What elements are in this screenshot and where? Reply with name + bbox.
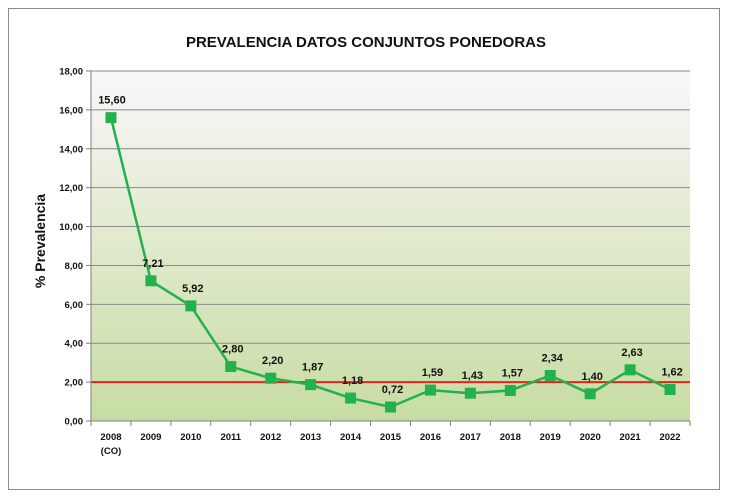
data-labels: 15,60 7,21 5,92 2,80 2,20 1,87 1,18 0,72 1,59 1,4… [98, 95, 683, 396]
data-point [504, 384, 516, 396]
data-point [225, 361, 237, 373]
x-tick-label: 2016 [420, 432, 441, 443]
data-label: 1,59 [422, 367, 443, 379]
data-label: 2,80 [222, 344, 243, 356]
data-label: 0,72 [382, 384, 403, 396]
x-tick-label: 2017 [460, 432, 481, 443]
data-point [265, 372, 277, 384]
data-label: 2,20 [262, 355, 283, 367]
data-point [145, 275, 157, 287]
data-point [345, 392, 357, 404]
y-tick-label: 8,00 [65, 261, 84, 272]
x-tick-label: 2015 [380, 432, 402, 443]
x-tick-label: 2020 [580, 432, 601, 443]
x-tick-label: 2009 [140, 432, 161, 443]
x-tick-label: 2011 [220, 432, 241, 443]
x-axis-ticks: 2008 (CO) 2009 2010 2011 2012 2013 2014 2015 2016… [90, 421, 691, 457]
chart-frame: PREVALENCIA DATOS CONJUNTOS PONEDORAS % … [8, 8, 720, 490]
y-tick-label: 0,00 [65, 417, 84, 428]
data-label: 7,21 [142, 258, 163, 270]
y-tick-label: 14,00 [59, 144, 83, 155]
y-tick-label: 2,00 [65, 378, 84, 389]
x-tick-label: 2022 [659, 432, 680, 443]
data-point [185, 300, 197, 312]
data-point [664, 384, 676, 395]
x-tick-label: 2021 [620, 432, 642, 443]
data-label: 1,18 [342, 375, 363, 387]
x-tick-label: 2013 [300, 432, 321, 443]
y-tick-label: 4,00 [65, 339, 84, 350]
y-tick-label: 6,00 [65, 300, 84, 311]
y-tick-label: 12,00 [59, 183, 83, 194]
data-points [105, 112, 676, 413]
data-point [385, 401, 396, 413]
y-tick-label: 16,00 [59, 105, 83, 116]
data-point [624, 364, 636, 376]
chart-title: PREVALENCIA DATOS CONJUNTOS PONEDORAS [186, 34, 546, 51]
data-point [584, 388, 596, 400]
data-label: 2,63 [621, 347, 642, 359]
x-tick-sublabel: (CO) [101, 446, 122, 457]
data-label: 1,87 [302, 362, 323, 374]
x-tick-label: 2010 [180, 432, 201, 443]
x-tick-label: 2014 [340, 432, 362, 443]
data-label: 2,34 [542, 353, 564, 365]
x-tick-label: 2012 [260, 432, 281, 443]
data-point [105, 112, 117, 124]
data-point [305, 379, 317, 391]
prevalence-line-chart: PREVALENCIA DATOS CONJUNTOS PONEDORAS % … [32, 34, 691, 457]
data-label: 1,43 [462, 370, 483, 382]
y-axis-label: % Prevalencia [32, 194, 48, 288]
plot-area [91, 71, 690, 421]
data-label: 1,62 [661, 367, 682, 379]
data-point [544, 370, 556, 381]
y-tick-label: 18,00 [59, 67, 83, 78]
data-label: 5,92 [182, 283, 203, 295]
data-label: 1,57 [502, 367, 523, 379]
y-axis-ticks: 0,00 2,00 4,00 6,00 8,00 10,00 12,00 14,00 16,00… [59, 67, 91, 428]
x-tick-label: 2018 [500, 432, 521, 443]
data-point [464, 387, 476, 399]
data-label: 15,60 [98, 95, 126, 107]
y-tick-label: 10,00 [59, 222, 83, 233]
x-tick-label: 2019 [540, 432, 561, 443]
data-point [424, 384, 436, 396]
data-label: 1,40 [581, 371, 602, 383]
x-tick-label: 2008 [100, 432, 121, 443]
